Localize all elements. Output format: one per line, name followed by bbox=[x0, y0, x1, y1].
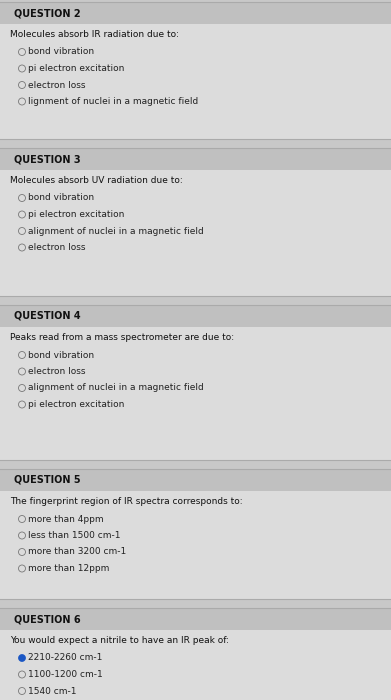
Text: bond vibration: bond vibration bbox=[29, 351, 95, 360]
Text: Peaks read from a mass spectrometer are due to:: Peaks read from a mass spectrometer are … bbox=[10, 333, 234, 342]
Bar bbox=[0, 139, 391, 148]
Text: more than 12ppm: more than 12ppm bbox=[29, 564, 110, 573]
Bar bbox=[0, 148, 391, 296]
Bar bbox=[0, 296, 391, 305]
Bar bbox=[0, 469, 391, 491]
Text: lignment of nuclei in a magnetic field: lignment of nuclei in a magnetic field bbox=[29, 97, 199, 106]
Bar bbox=[0, 305, 391, 460]
Text: more than 4ppm: more than 4ppm bbox=[29, 514, 104, 524]
Text: alignment of nuclei in a magnetic field: alignment of nuclei in a magnetic field bbox=[29, 384, 204, 393]
Text: QUESTION 3: QUESTION 3 bbox=[14, 154, 81, 164]
Text: less than 1500 cm-1: less than 1500 cm-1 bbox=[29, 531, 121, 540]
Text: pi electron excitation: pi electron excitation bbox=[29, 400, 125, 409]
Text: electron loss: electron loss bbox=[29, 80, 86, 90]
Bar bbox=[0, 469, 391, 599]
Bar bbox=[0, 2, 391, 24]
Text: electron loss: electron loss bbox=[29, 367, 86, 376]
Bar bbox=[0, 2, 391, 139]
Text: electron loss: electron loss bbox=[29, 243, 86, 252]
Text: 1540 cm-1: 1540 cm-1 bbox=[29, 687, 77, 696]
Bar bbox=[0, 608, 391, 700]
Text: alignment of nuclei in a magnetic field: alignment of nuclei in a magnetic field bbox=[29, 227, 204, 235]
Text: Molecules absorb UV radiation due to:: Molecules absorb UV radiation due to: bbox=[10, 176, 183, 185]
Bar bbox=[0, 0, 391, 2]
Text: QUESTION 4: QUESTION 4 bbox=[14, 311, 81, 321]
Bar bbox=[0, 599, 391, 608]
Text: 1100-1200 cm-1: 1100-1200 cm-1 bbox=[29, 670, 103, 679]
Text: QUESTION 6: QUESTION 6 bbox=[14, 614, 81, 624]
Text: You would expect a nitrile to have an IR peak of:: You would expect a nitrile to have an IR… bbox=[10, 636, 229, 645]
Text: pi electron excitation: pi electron excitation bbox=[29, 64, 125, 73]
Text: bond vibration: bond vibration bbox=[29, 193, 95, 202]
Text: The fingerprint region of IR spectra corresponds to:: The fingerprint region of IR spectra cor… bbox=[10, 497, 243, 506]
Bar bbox=[0, 460, 391, 469]
Text: QUESTION 5: QUESTION 5 bbox=[14, 475, 81, 485]
Text: more than 3200 cm-1: more than 3200 cm-1 bbox=[29, 547, 127, 556]
Text: QUESTION 2: QUESTION 2 bbox=[14, 8, 81, 18]
Text: bond vibration: bond vibration bbox=[29, 48, 95, 57]
Bar bbox=[0, 148, 391, 170]
Bar bbox=[0, 305, 391, 327]
Text: 2210-2260 cm-1: 2210-2260 cm-1 bbox=[29, 654, 103, 662]
Text: Molecules absorb IR radiation due to:: Molecules absorb IR radiation due to: bbox=[10, 30, 179, 39]
Bar bbox=[0, 608, 391, 630]
Text: pi electron excitation: pi electron excitation bbox=[29, 210, 125, 219]
Circle shape bbox=[18, 654, 25, 661]
